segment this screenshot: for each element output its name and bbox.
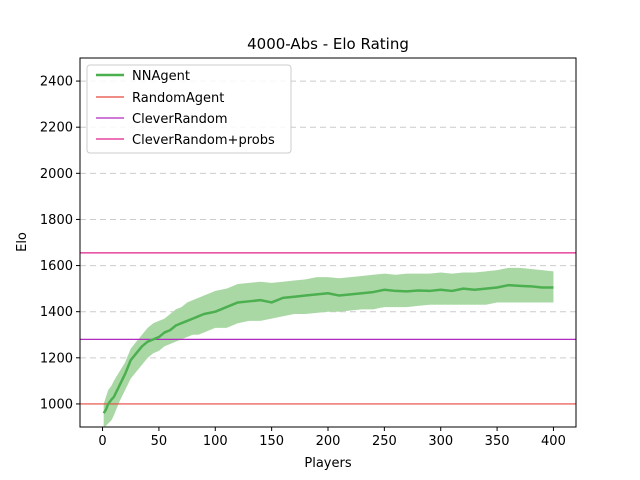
x-tick-label: 0	[98, 434, 106, 449]
legend-label-nnagent: NNAgent	[132, 69, 190, 84]
x-tick-label: 100	[203, 434, 228, 449]
series-lines	[102, 283, 554, 414]
x-tick-label: 150	[259, 434, 284, 449]
legend-box	[86, 64, 292, 154]
y-tick-label: 2000	[40, 167, 73, 182]
nnagent-confidence-band	[103, 267, 554, 427]
x-axis-title: Players	[304, 456, 351, 471]
legend-label-randomagent: RandomAgent	[132, 91, 224, 106]
y-tick-label: 2200	[40, 121, 73, 136]
legend: NNAgent RandomAgent CleverRandom CleverR…	[86, 64, 292, 154]
y-tick-label: 1400	[40, 305, 73, 320]
x-tick-label: 350	[485, 434, 510, 449]
confidence-band	[103, 267, 554, 427]
x-axis: 0 50 100 150 200 250 300 350 400	[98, 427, 566, 449]
x-tick-label: 50	[151, 434, 168, 449]
y-tick-label: 2400	[40, 75, 73, 90]
y-tick-label: 1800	[40, 213, 73, 228]
x-tick-label: 300	[428, 434, 453, 449]
nnagent-line	[102, 283, 554, 414]
legend-label-cleverrandom-probs: CleverRandom+probs	[132, 133, 275, 148]
y-axis-title: Elo	[15, 232, 30, 252]
y-tick-label: 1600	[40, 259, 73, 274]
legend-label-cleverrandom: CleverRandom	[132, 112, 228, 127]
y-tick-label: 1000	[40, 397, 73, 412]
x-tick-label: 200	[316, 434, 341, 449]
y-axis: 1000 1200 1400 1600 1800 2000 2200 2400	[40, 75, 80, 412]
x-tick-label: 250	[372, 434, 397, 449]
x-tick-label: 400	[541, 434, 566, 449]
reference-lines	[80, 252, 576, 405]
y-tick-label: 1200	[40, 351, 73, 366]
chart-title: 4000-Abs - Elo Rating	[247, 35, 409, 53]
